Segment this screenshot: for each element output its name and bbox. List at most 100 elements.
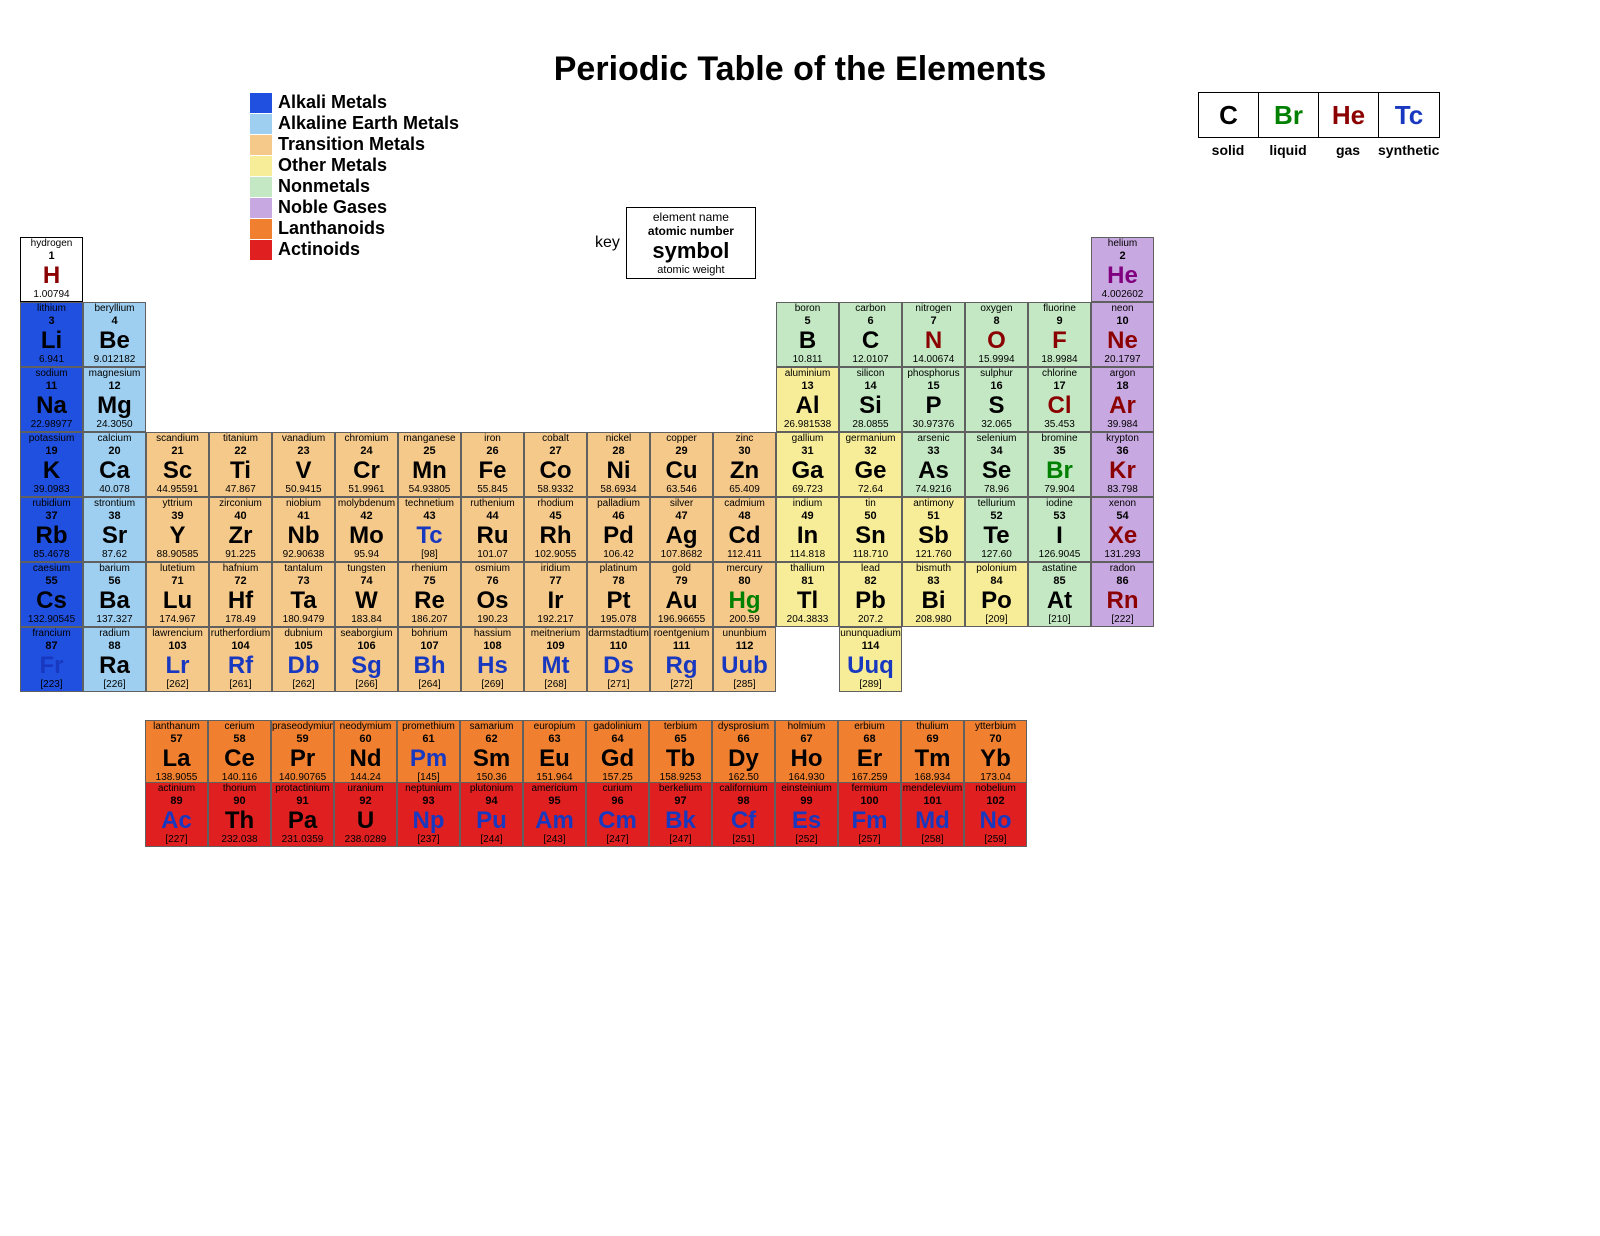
- element-name: hafnium: [210, 564, 271, 574]
- element-weight: 127.60: [966, 550, 1027, 560]
- element-cell: argon18Ar39.984: [1091, 367, 1154, 432]
- element-weight: 79.904: [1029, 485, 1090, 495]
- element-number: 108: [462, 641, 523, 652]
- element-name: iridium: [525, 564, 586, 574]
- empty-cell: [839, 237, 902, 302]
- element-name: carbon: [840, 304, 901, 314]
- element-weight: 208.980: [903, 615, 964, 625]
- element-weight: 10.811: [777, 355, 838, 365]
- element-symbol: Hg: [714, 589, 775, 613]
- element-number: 40: [210, 511, 271, 522]
- element-symbol: Bi: [903, 589, 964, 613]
- legend-swatch: [250, 177, 272, 197]
- element-cell: rhenium75Re186.207: [398, 562, 461, 627]
- element-weight: 1.00794: [21, 290, 82, 300]
- element-number: 32: [840, 446, 901, 457]
- legend-swatch: [250, 114, 272, 134]
- element-name: aluminium: [777, 369, 838, 379]
- element-cell: mercury80Hg200.59: [713, 562, 776, 627]
- element-weight: 50.9415: [273, 485, 334, 495]
- element-number: 67: [776, 734, 837, 745]
- legend-label: Transition Metals: [278, 134, 425, 155]
- empty-cell: [461, 367, 524, 432]
- element-number: 85: [1029, 576, 1090, 587]
- element-name: argon: [1092, 369, 1153, 379]
- element-cell: erbium68Er167.259: [838, 720, 901, 785]
- element-weight: [247]: [587, 835, 648, 845]
- element-name: caesium: [21, 564, 82, 574]
- element-cell: osmium76Os190.23: [461, 562, 524, 627]
- element-cell: manganese25Mn54.93805: [398, 432, 461, 497]
- element-cell: hydrogen1H1.00794: [20, 237, 83, 302]
- empty-cell: [146, 237, 209, 302]
- element-number: 107: [399, 641, 460, 652]
- element-number: 25: [399, 446, 460, 457]
- element-name: cadmium: [714, 499, 775, 509]
- element-weight: [237]: [398, 835, 459, 845]
- element-number: 9: [1029, 316, 1090, 327]
- element-name: xenon: [1092, 499, 1153, 509]
- element-number: 69: [902, 734, 963, 745]
- element-name: promethium: [398, 722, 459, 732]
- element-name: lithium: [21, 304, 82, 314]
- element-weight: 6.941: [21, 355, 82, 365]
- element-symbol: Ra: [84, 654, 145, 678]
- element-number: 60: [335, 734, 396, 745]
- main-grid: hydrogen1H1.00794helium2He4.002602 lithiu…: [20, 237, 1580, 692]
- element-cell: zinc30Zn65.409: [713, 432, 776, 497]
- element-number: 19: [21, 446, 82, 457]
- element-number: 62: [461, 734, 522, 745]
- element-number: 22: [210, 446, 271, 457]
- element-symbol: Cu: [651, 459, 712, 483]
- element-cell: roentgenium111Rg[272]: [650, 627, 713, 692]
- element-weight: [272]: [651, 680, 712, 690]
- element-name: palladium: [588, 499, 649, 509]
- element-cell: fluorine9F18.9984: [1028, 302, 1091, 367]
- element-symbol: Mt: [525, 654, 586, 678]
- element-weight: [244]: [461, 835, 522, 845]
- legend-label: Other Metals: [278, 155, 387, 176]
- element-symbol: Sr: [84, 524, 145, 548]
- empty-cell: [713, 367, 776, 432]
- element-symbol: Pt: [588, 589, 649, 613]
- element-weight: 44.95591: [147, 485, 208, 495]
- empty-cell: [776, 627, 839, 692]
- element-number: 110: [588, 641, 649, 652]
- element-cell: lanthanum57La138.9055: [145, 720, 208, 785]
- element-symbol: P: [903, 394, 964, 418]
- table-row: hydrogen1H1.00794helium2He4.002602: [20, 237, 1580, 302]
- element-cell: nickel28Ni58.6934: [587, 432, 650, 497]
- element-name: cerium: [209, 722, 270, 732]
- element-symbol: F: [1029, 329, 1090, 353]
- element-name: sodium: [21, 369, 82, 379]
- element-weight: 132.90545: [21, 615, 82, 625]
- element-name: scandium: [147, 434, 208, 444]
- element-symbol: Ta: [273, 589, 334, 613]
- element-number: 99: [776, 796, 837, 807]
- element-name: mercury: [714, 564, 775, 574]
- element-number: 114: [840, 641, 901, 652]
- element-symbol: He: [1092, 264, 1153, 288]
- element-cell: tantalum73Ta180.9479: [272, 562, 335, 627]
- element-symbol: Ge: [840, 459, 901, 483]
- element-weight: 174.967: [147, 615, 208, 625]
- legend-item: Noble Gases: [250, 197, 459, 218]
- element-number: 70: [965, 734, 1026, 745]
- element-name: chlorine: [1029, 369, 1090, 379]
- element-cell: thorium90Th232.038: [208, 782, 271, 847]
- element-name: neptunium: [398, 784, 459, 794]
- empty-cell: [965, 237, 1028, 302]
- element-symbol: Rg: [651, 654, 712, 678]
- element-symbol: Bk: [650, 809, 711, 833]
- element-weight: [209]: [966, 615, 1027, 625]
- element-cell: phosphorus15P30.97376: [902, 367, 965, 432]
- element-name: potassium: [21, 434, 82, 444]
- element-number: 30: [714, 446, 775, 457]
- element-symbol: Rb: [21, 524, 82, 548]
- element-name: tantalum: [273, 564, 334, 574]
- element-number: 94: [461, 796, 522, 807]
- element-cell: tellurium52Te127.60: [965, 497, 1028, 562]
- element-weight: 232.038: [209, 835, 270, 845]
- element-weight: [247]: [650, 835, 711, 845]
- element-symbol: Db: [273, 654, 334, 678]
